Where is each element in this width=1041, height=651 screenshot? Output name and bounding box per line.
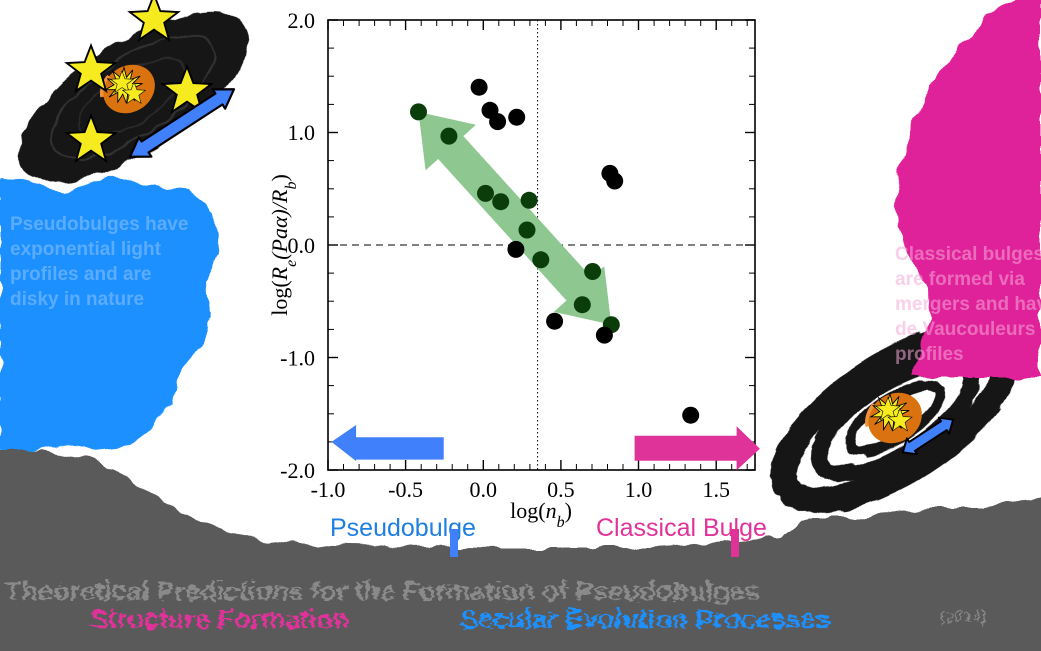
svg-text:-1.0: -1.0 — [311, 477, 346, 502]
svg-text:-0.5: -0.5 — [388, 477, 423, 502]
svg-text:1.0: 1.0 — [625, 477, 653, 502]
svg-text:-2.0: -2.0 — [280, 458, 315, 483]
svg-text:2.0: 2.0 — [288, 8, 316, 33]
svg-text:1.0: 1.0 — [288, 120, 316, 145]
svg-text:-1.0: -1.0 — [280, 346, 315, 371]
svg-text:0.0: 0.0 — [470, 477, 498, 502]
svg-text:1.5: 1.5 — [702, 477, 730, 502]
svg-text:log(nb): log(nb) — [510, 498, 572, 531]
svg-text:Classical Bulge: Classical Bulge — [596, 514, 767, 542]
